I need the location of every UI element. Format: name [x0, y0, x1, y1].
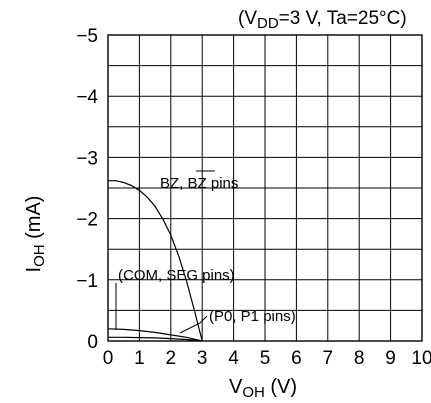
x-tick-label: 0 — [103, 348, 114, 369]
y-tick-label: −3 — [76, 148, 98, 169]
y-tick-label: −5 — [76, 26, 98, 47]
y-tick-label: −4 — [76, 87, 98, 108]
series-line-1 — [108, 180, 203, 342]
y-tick-label: −1 — [76, 271, 98, 292]
p0-p1-pins-label: (P0, P1 pins) — [209, 308, 296, 325]
plot-frame — [107, 34, 423, 342]
x-tick-label: 4 — [228, 348, 239, 369]
x-tick-label: 1 — [134, 348, 145, 369]
com-seg-pins-label: (COM, SEG pins) — [118, 267, 235, 284]
x-tick-label: 9 — [385, 348, 396, 369]
x-tick-labels: 0 1 2 3 4 5 6 7 8 9 10 — [103, 348, 431, 369]
y-axis-title: IOH (mA) — [23, 196, 48, 273]
x-tick-label: 5 — [260, 348, 271, 369]
series-line-2 — [107, 328, 203, 342]
y-tick-label: −2 — [76, 210, 98, 231]
x-tick-label: 7 — [323, 348, 334, 369]
x-tick-label: 8 — [354, 348, 365, 369]
x-axis-title: VOH (V) — [229, 376, 297, 401]
bz-bar-label: BZ — [188, 175, 207, 192]
condition-label: (VDD=3 V, Ta=25°C) — [238, 8, 407, 32]
x-tick-label: 10 — [411, 348, 431, 369]
series-group — [107, 180, 203, 342]
x-tick-label: 3 — [197, 348, 208, 369]
y-tick-labels: 0 −1 −2 −3 −4 −5 — [76, 26, 98, 353]
series-line-3 — [108, 336, 203, 342]
x-tick-label: 2 — [166, 348, 177, 369]
y-tick-label: 0 — [87, 332, 98, 353]
grid — [108, 35, 422, 341]
bz-pins-label: BZ, BZ pins — [160, 175, 238, 192]
p0-p1-leader-line — [179, 315, 208, 334]
x-tick-label: 6 — [291, 348, 302, 369]
